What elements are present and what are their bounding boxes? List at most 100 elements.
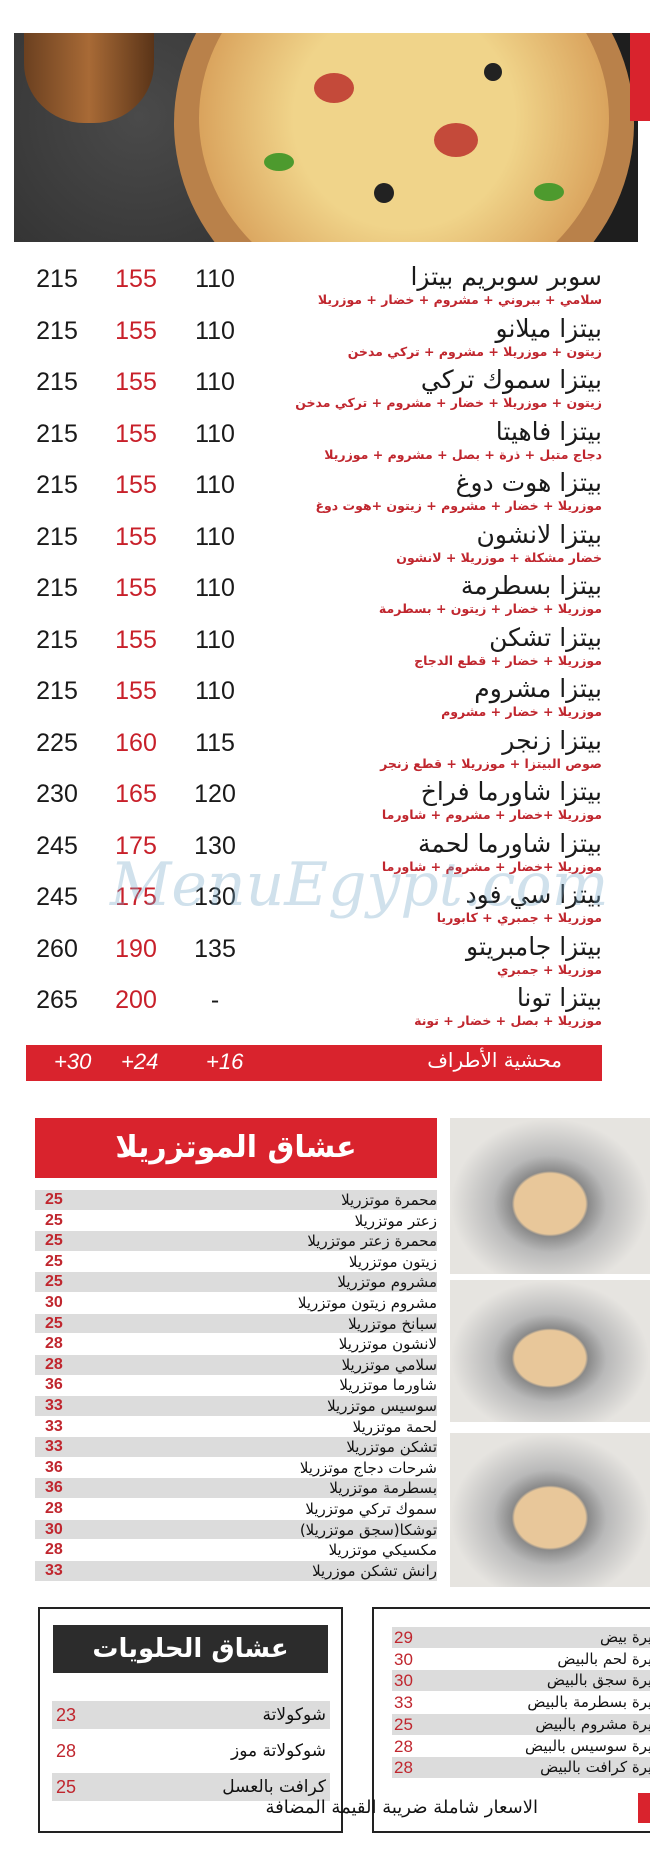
- item-price: 29: [394, 1628, 413, 1647]
- item-price: 33: [45, 1397, 63, 1414]
- mozzarella-item: لانشون موتزريلا 28: [35, 1334, 437, 1354]
- item-price: 28: [45, 1355, 63, 1373]
- price-large: 215: [36, 471, 78, 499]
- price-small: 110: [195, 419, 235, 448]
- pizza-name: بيتزا هوت دوغ: [455, 468, 602, 497]
- price-medium: 155: [115, 471, 157, 499]
- item-price: 28: [56, 1741, 77, 1761]
- item-price: 25: [56, 1777, 77, 1797]
- pizza-name: بيتزا شاورما فراخ: [420, 777, 602, 806]
- pizza-ingredients: موزريلا + خضار + زيتون + بسطرمة: [378, 601, 602, 616]
- pizza-ingredients: صوص البيتزا + موزريلا + قطع زنجر: [380, 755, 602, 771]
- item-name: سموك تركي موتزريلا: [305, 1500, 437, 1518]
- sweet-item: شوكولاتة موز 28: [52, 1737, 330, 1765]
- pizza-name: بيتزا سموك تركي: [420, 365, 602, 394]
- fatira-item: فطيرة بيض 29: [392, 1627, 650, 1648]
- pizza-name: سوبر سوبريم بيتزا: [410, 262, 602, 291]
- fatira-item: فطيرة مشروم بالبيض 25: [392, 1713, 650, 1735]
- item-price: 36: [45, 1458, 63, 1476]
- fatira-item: فطيرة سوسيس بالبيض 28: [392, 1736, 650, 1757]
- item-name: زعتر موتزريلا: [354, 1211, 437, 1230]
- item-name: مشروم موتزريلا: [337, 1273, 437, 1292]
- item-price: 36: [45, 1376, 63, 1394]
- item-name: لحمة موتزريلا: [352, 1417, 437, 1436]
- pizza-ingredients: موزريلا + خضار + مشروم: [441, 704, 602, 719]
- pizza-name: بيتزا سي فود: [465, 880, 602, 909]
- mozzarella-item: رانش تشكن موزريلا 33: [35, 1560, 437, 1581]
- mozzarella-item: توشكا(سجق موتزريلا) 30: [35, 1519, 437, 1540]
- price-small: 110: [195, 265, 235, 293]
- pizza-ingredients: سلامي + ببروني + مشروم + خضار + موزريلا: [317, 292, 602, 307]
- item-name: شوكولاتة: [262, 1705, 326, 1725]
- item-name: فطيرة مشروم بالبيض: [535, 1714, 650, 1733]
- price-small: -: [210, 986, 220, 1014]
- price-medium: 175: [115, 831, 157, 860]
- item-name: زيتون موتزريلا: [348, 1252, 437, 1271]
- item-price: 25: [45, 1273, 63, 1291]
- price-large: 215: [36, 368, 78, 396]
- vat-note: الاسعار شاملة ضريبة القيمة المضافة: [265, 1797, 538, 1818]
- price-large: 215: [36, 574, 78, 602]
- item-price: 33: [394, 1693, 413, 1713]
- mozzarella-item: سموك تركي موتزريلا 28: [35, 1499, 437, 1519]
- price-small: 130: [194, 831, 236, 860]
- pizza-name: بيتزا تونا: [516, 983, 602, 1012]
- fatira-item: فطيرة سجق بالبيض 30: [392, 1670, 650, 1692]
- item-price: 30: [394, 1671, 413, 1691]
- sweets-box: عشاق الحلويات شوكولاتة 23 شوكولاتة موز 28 كر…: [38, 1607, 343, 1833]
- pizza-name: بيتزا فاهيتا: [495, 416, 602, 446]
- mozzarella-item: شاورما موتزريلا 36: [35, 1375, 437, 1395]
- pizza-name: بيتزا بسطرمة: [460, 571, 602, 600]
- item-name: سلامي موتزريلا: [341, 1355, 437, 1374]
- price-small: 110: [195, 316, 235, 345]
- price-small: 110: [195, 625, 235, 654]
- mozzarella-item: مشروم زيتون موتزريلا 30: [35, 1293, 437, 1313]
- mozzarella-item: سلامي موتزريلا 28: [35, 1354, 437, 1375]
- item-name: لانشون موتزريلا: [338, 1335, 437, 1354]
- item-price: 25: [45, 1252, 63, 1270]
- fatira-box: فطيرة بيض29فطيرة لحم بالبيض 30فطيرة سجق ب…: [372, 1607, 650, 1833]
- item-name: فطيرة لحم بالبيض: [557, 1649, 650, 1668]
- price-small: 120: [194, 780, 236, 808]
- mozzarella-item: سبانخ موتزريلا 25: [35, 1313, 437, 1334]
- price-large: 215: [36, 265, 78, 293]
- price-small: 110: [195, 368, 235, 396]
- stuffed-crust-small: +16: [206, 1049, 244, 1074]
- item-name: محمرة موتزريلا: [341, 1191, 437, 1209]
- item-name: سبانخ موتزريلا: [348, 1314, 437, 1333]
- item-price: 33: [45, 1561, 63, 1579]
- price-medium: 160: [115, 728, 157, 757]
- sweet-item: كرافت بالعسل 25: [52, 1773, 330, 1801]
- price-small: 115: [195, 728, 235, 757]
- item-price: 28: [45, 1541, 63, 1559]
- item-price: 25: [45, 1232, 63, 1250]
- price-medium: 155: [115, 419, 157, 448]
- accent-strip: [630, 33, 650, 121]
- mozzarella-item: مشروم موتزريلا 25: [35, 1272, 437, 1293]
- stuffed-crust-large: +30: [54, 1049, 92, 1074]
- pizza-ingredients: زيتون + موزريلا + خضار + مشروم + تركي مد…: [295, 395, 602, 410]
- price-large: 215: [36, 677, 78, 705]
- price-medium: 175: [115, 883, 157, 911]
- food-photo: [450, 1280, 650, 1422]
- price-large: 230: [36, 780, 78, 808]
- pizza-name: بيتزا لانشون: [476, 519, 602, 549]
- item-name: رانش تشكن موزريلا: [312, 1561, 437, 1580]
- item-price: 33: [45, 1417, 63, 1435]
- item-name: فطيرة سوسيس بالبيض: [525, 1736, 650, 1755]
- mozzarella-item: سوسيس موتزريلا 33: [35, 1396, 437, 1416]
- item-price: 23: [56, 1705, 77, 1725]
- item-price: 30: [394, 1649, 413, 1669]
- item-name: مشروم زيتون موتزريلا: [297, 1294, 437, 1312]
- item-name: توشكا(سجق موتزريلا): [299, 1520, 437, 1539]
- price-large: 245: [36, 883, 78, 911]
- item-price: 25: [45, 1314, 63, 1332]
- pizza-name: بيتزا زنجر: [502, 725, 602, 755]
- pizza-name: بيتزا جامبريتو: [466, 931, 602, 961]
- pizza-ingredients: خضار مشكلة + موزريلا + لانشون: [396, 549, 602, 565]
- mozzarella-item: زيتون موتزريلا 25: [35, 1252, 437, 1272]
- pizza-photo: [14, 33, 638, 242]
- pizza-name: بيتزا ميلانو: [495, 313, 602, 343]
- item-name: سوسيس موتزريلا: [327, 1397, 437, 1415]
- mozzarella-item: بسطرمة موتزريلا 36: [35, 1478, 437, 1499]
